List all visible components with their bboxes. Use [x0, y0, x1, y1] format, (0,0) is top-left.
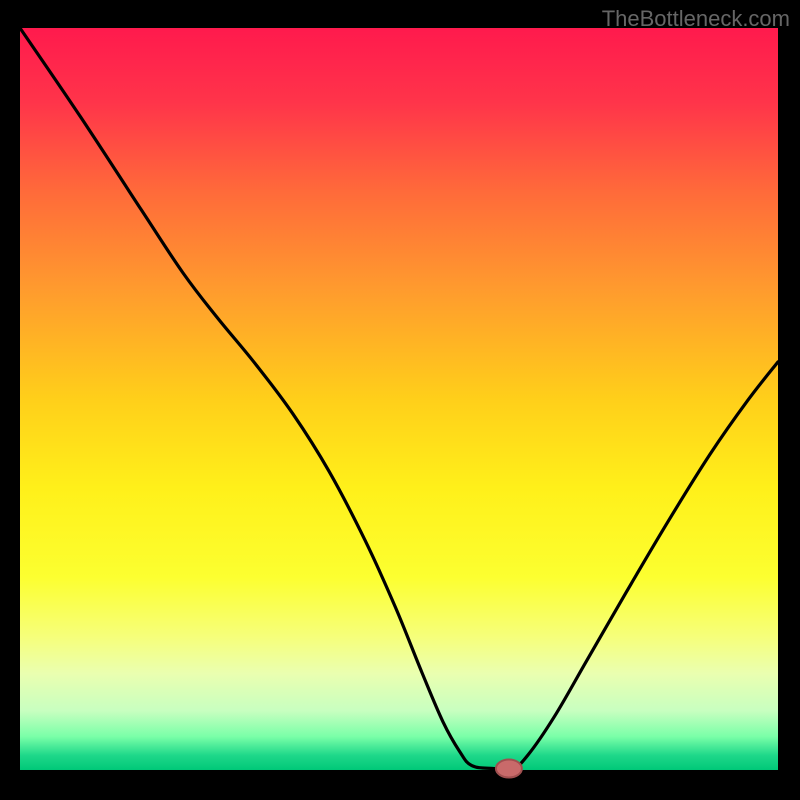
bottleneck-chart [0, 0, 800, 800]
optimal-marker [496, 760, 522, 778]
attribution-label: TheBottleneck.com [602, 6, 790, 32]
plot-background [20, 28, 778, 770]
chart-container: TheBottleneck.com [0, 0, 800, 800]
